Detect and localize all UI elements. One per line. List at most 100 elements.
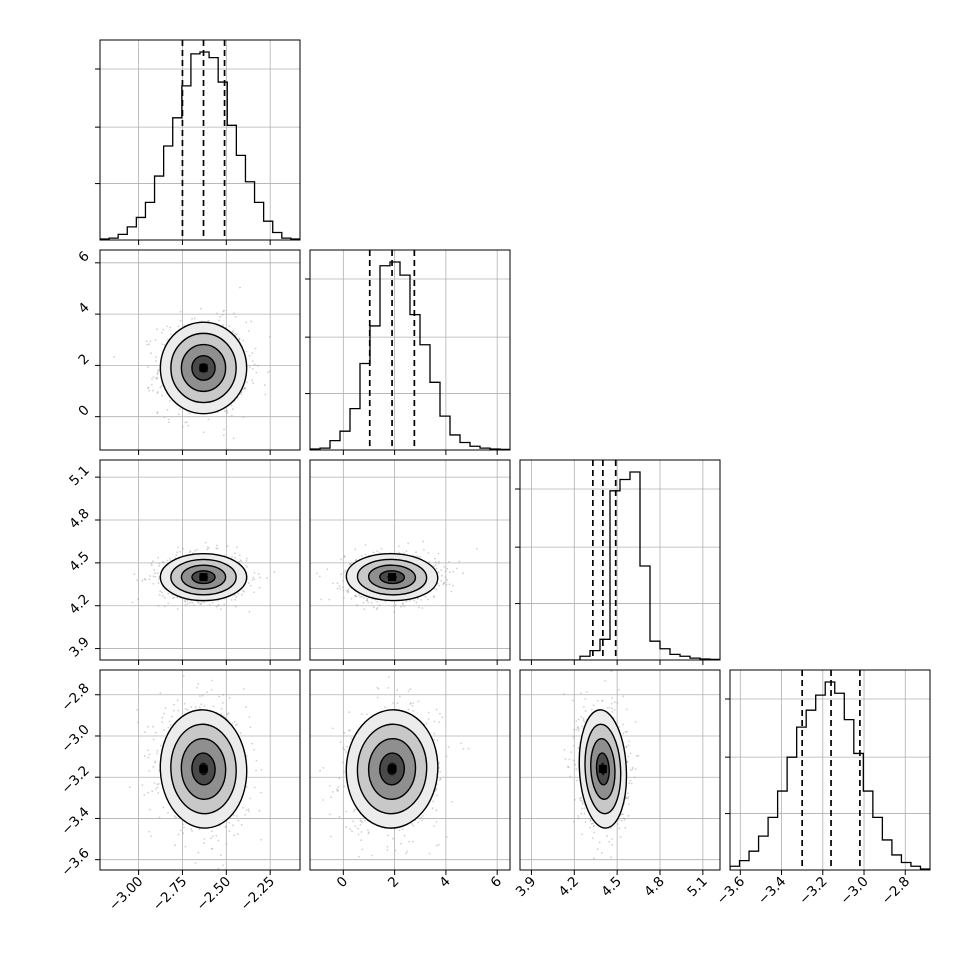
- sample-point: [264, 393, 267, 396]
- sample-point: [233, 834, 236, 837]
- sample-point: [187, 424, 190, 427]
- sample-point: [158, 593, 161, 596]
- sample-point: [415, 601, 418, 604]
- sample-point: [232, 824, 234, 827]
- sample-point: [241, 593, 243, 596]
- sample-point: [226, 545, 229, 548]
- sample-point: [217, 604, 220, 607]
- sample-point: [593, 831, 595, 834]
- sample-point: [610, 856, 612, 859]
- sample-point: [452, 584, 454, 587]
- sample-point: [326, 568, 329, 571]
- sample-point: [622, 732, 625, 735]
- sample-point: [235, 596, 238, 598]
- sample-point: [433, 720, 436, 723]
- sample-point: [225, 843, 228, 845]
- sample-point: [438, 762, 441, 764]
- sample-point: [247, 330, 250, 332]
- sample-point: [203, 705, 206, 707]
- sample-point: [592, 825, 595, 827]
- sample-point: [137, 721, 139, 724]
- sample-point: [393, 610, 395, 613]
- sample-point: [630, 782, 633, 785]
- sample-point: [338, 777, 341, 780]
- sample-point: [622, 817, 625, 820]
- sample-point: [184, 708, 187, 710]
- sample-point: [198, 706, 201, 709]
- sample-point: [269, 335, 271, 338]
- sample-point: [230, 414, 233, 417]
- sample-point: [267, 371, 269, 374]
- sample-point: [228, 325, 231, 327]
- sample-point: [580, 812, 583, 815]
- sample-point: [143, 794, 146, 796]
- sample-point: [344, 569, 347, 572]
- contour-line: [590, 737, 616, 800]
- sample-point: [206, 546, 209, 548]
- sample-point: [622, 723, 624, 726]
- contour-line: [356, 558, 428, 596]
- sample-point: [394, 604, 397, 606]
- sample-point: [179, 319, 182, 322]
- sample-point: [351, 830, 353, 833]
- sample-point: [158, 562, 161, 565]
- hist-panel-2: [515, 459, 721, 665]
- y-tick-label: −3.0: [58, 722, 92, 756]
- sample-point: [143, 577, 146, 580]
- sample-point: [581, 807, 583, 810]
- sample-point: [197, 851, 200, 854]
- sample-point: [217, 839, 220, 842]
- sample-point: [218, 319, 221, 322]
- sample-point: [154, 760, 157, 763]
- contour-line: [191, 570, 216, 585]
- sample-point: [240, 560, 243, 563]
- sample-point: [194, 549, 197, 552]
- sample-point: [407, 708, 410, 711]
- sample-point: [354, 825, 357, 827]
- sample-point: [341, 586, 344, 589]
- y-tick-label: −3.4: [58, 804, 92, 838]
- sample-point: [136, 709, 139, 711]
- sample-point: [413, 599, 416, 602]
- sample-point: [226, 412, 229, 414]
- sample-point: [210, 679, 213, 682]
- sample-point: [148, 578, 151, 581]
- sample-point: [365, 599, 368, 602]
- sample-point: [228, 822, 231, 824]
- sample-point: [232, 312, 235, 315]
- sample-point: [623, 818, 626, 821]
- sample-point: [432, 800, 434, 803]
- sample-point: [567, 766, 570, 769]
- sample-point: [575, 720, 578, 722]
- sample-point: [435, 708, 438, 711]
- sample-point: [346, 591, 349, 594]
- sample-point: [181, 426, 184, 428]
- sample-point: [386, 845, 389, 848]
- sample-point: [573, 728, 576, 731]
- sample-point: [343, 770, 345, 773]
- sample-point: [167, 418, 170, 421]
- y-tick-label: 6: [75, 248, 92, 265]
- sample-point: [217, 604, 220, 606]
- sample-point: [169, 557, 172, 560]
- sample-point: [569, 775, 571, 778]
- sample-point: [167, 726, 170, 729]
- sample-point: [237, 833, 239, 835]
- sample-point: [164, 605, 166, 608]
- sample-point: [362, 597, 365, 599]
- sample-point: [376, 696, 379, 699]
- sample-point: [248, 716, 251, 719]
- sample-point: [244, 813, 247, 816]
- sample-point: [158, 565, 160, 567]
- sample-point: [235, 546, 238, 549]
- sample-point: [161, 394, 164, 397]
- sample-point: [249, 797, 252, 800]
- sample-point: [611, 697, 613, 699]
- sample-point: [226, 713, 229, 716]
- sample-point: [581, 833, 583, 835]
- contour-line: [191, 752, 216, 786]
- sample-point: [190, 706, 193, 708]
- sample-point: [626, 730, 628, 733]
- sample-point: [166, 408, 169, 411]
- sample-point: [349, 729, 351, 732]
